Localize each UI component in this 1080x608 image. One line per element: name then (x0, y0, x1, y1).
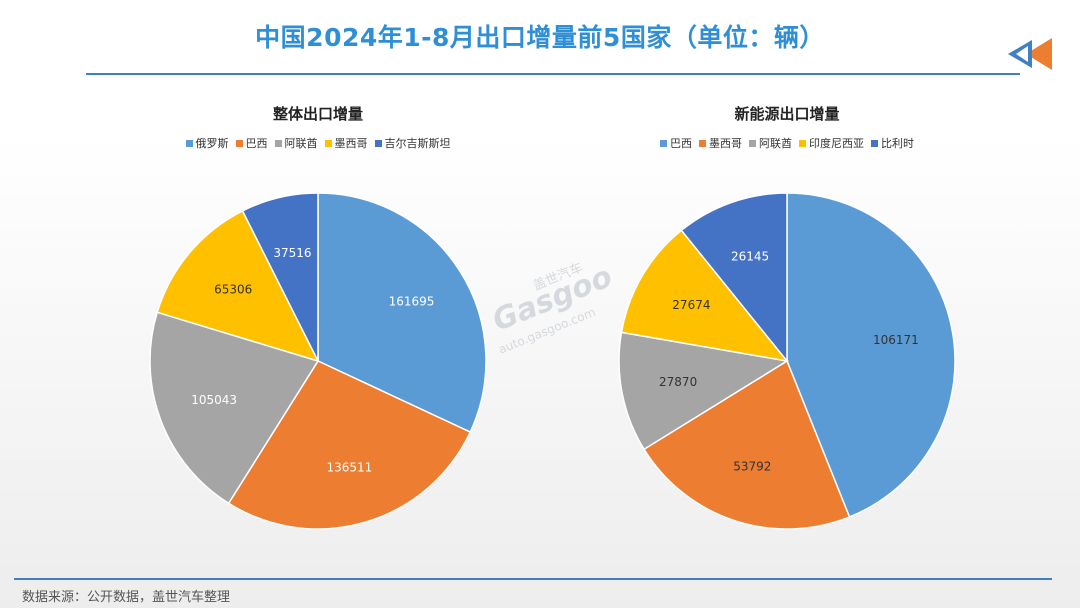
legend-swatch (235, 139, 243, 147)
legend-label: 俄罗斯 (195, 137, 229, 150)
legend-label: 吉尔吉斯斯坦 (384, 137, 451, 150)
pie-chart: 161695 136511 105043 65306 37516 (149, 192, 487, 530)
legend-label: 比利时 (881, 137, 914, 150)
legend-item: 阿联酋 (274, 135, 318, 151)
legend-label: 印度尼西亚 (809, 137, 864, 150)
data-label: 37516 (273, 246, 311, 260)
pie-slice (620, 229, 789, 363)
legend-swatch (871, 139, 878, 147)
footer-divider (14, 578, 1052, 580)
pie-slice (786, 192, 956, 518)
pie-slice (680, 192, 788, 364)
legend-label: 墨西哥 (334, 137, 368, 150)
data-label: 65306 (214, 283, 252, 297)
data-label: 106171 (873, 333, 919, 347)
chart-title: 新能源出口增量 (734, 105, 840, 123)
legend-swatch (660, 139, 667, 147)
pie-slice (241, 192, 319, 362)
pie-chart: 106171 53792 27870 27674 26145 (618, 192, 956, 530)
pie-slice (643, 359, 851, 530)
nev-export-chart: 新能源出口增量 巴西 墨西哥 阿联酋 印度尼西亚 比利时 106171 53792 2787… (557, 95, 1017, 545)
legend-label: 巴西 (245, 137, 268, 150)
pie-slice (156, 209, 320, 363)
arrow-logo-icon (1008, 38, 1052, 70)
chart-title: 整体出口增量 (272, 105, 363, 123)
legend-item: 墨西哥 (324, 135, 368, 151)
chart-legend: 俄罗斯 巴西 阿联酋 墨西哥 吉尔吉斯斯坦 (88, 135, 548, 151)
legend-item: 墨西哥 (699, 135, 742, 151)
data-label: 27674 (672, 298, 710, 312)
legend-item: 比利时 (871, 135, 914, 151)
pie-slice (618, 331, 790, 451)
legend-item: 印度尼西亚 (799, 135, 864, 151)
pie-slice (317, 192, 487, 434)
data-label: 26145 (731, 249, 769, 263)
legend-swatch (324, 139, 332, 147)
data-label: 53792 (733, 459, 771, 473)
footer-source: 数据来源：公开数据，盖世汽车整理 (22, 590, 231, 605)
legend-item: 巴西 (235, 135, 268, 151)
legend-swatch (374, 139, 382, 147)
legend-label: 巴西 (670, 137, 692, 150)
page-title: 中国2024年1-8月出口增量前5国家（单位：辆） (255, 23, 825, 52)
legend-item: 巴西 (660, 135, 692, 151)
pie-slice (227, 360, 472, 530)
overall-export-chart: 整体出口增量 俄罗斯 巴西 阿联酋 墨西哥 吉尔吉斯斯坦 161695 136511 105… (88, 95, 548, 545)
data-label: 136511 (326, 460, 372, 474)
pie-slice (149, 311, 320, 505)
legend-swatch (185, 139, 193, 147)
legend-item: 吉尔吉斯斯坦 (374, 135, 451, 151)
title-divider (86, 73, 1020, 75)
legend-label: 阿联酋 (284, 137, 318, 150)
legend-label: 墨西哥 (709, 137, 742, 150)
legend-item: 阿联酋 (749, 135, 792, 151)
legend-swatch (799, 139, 806, 147)
legend-swatch (699, 139, 706, 147)
legend-swatch (749, 139, 756, 147)
chart-legend: 巴西 墨西哥 阿联酋 印度尼西亚 比利时 (557, 135, 1017, 151)
data-label: 161695 (389, 294, 435, 308)
legend-item: 俄罗斯 (185, 135, 229, 151)
legend-swatch (274, 139, 282, 147)
data-label: 27870 (659, 375, 697, 389)
legend-label: 阿联酋 (759, 137, 792, 150)
data-label: 105043 (191, 393, 237, 407)
